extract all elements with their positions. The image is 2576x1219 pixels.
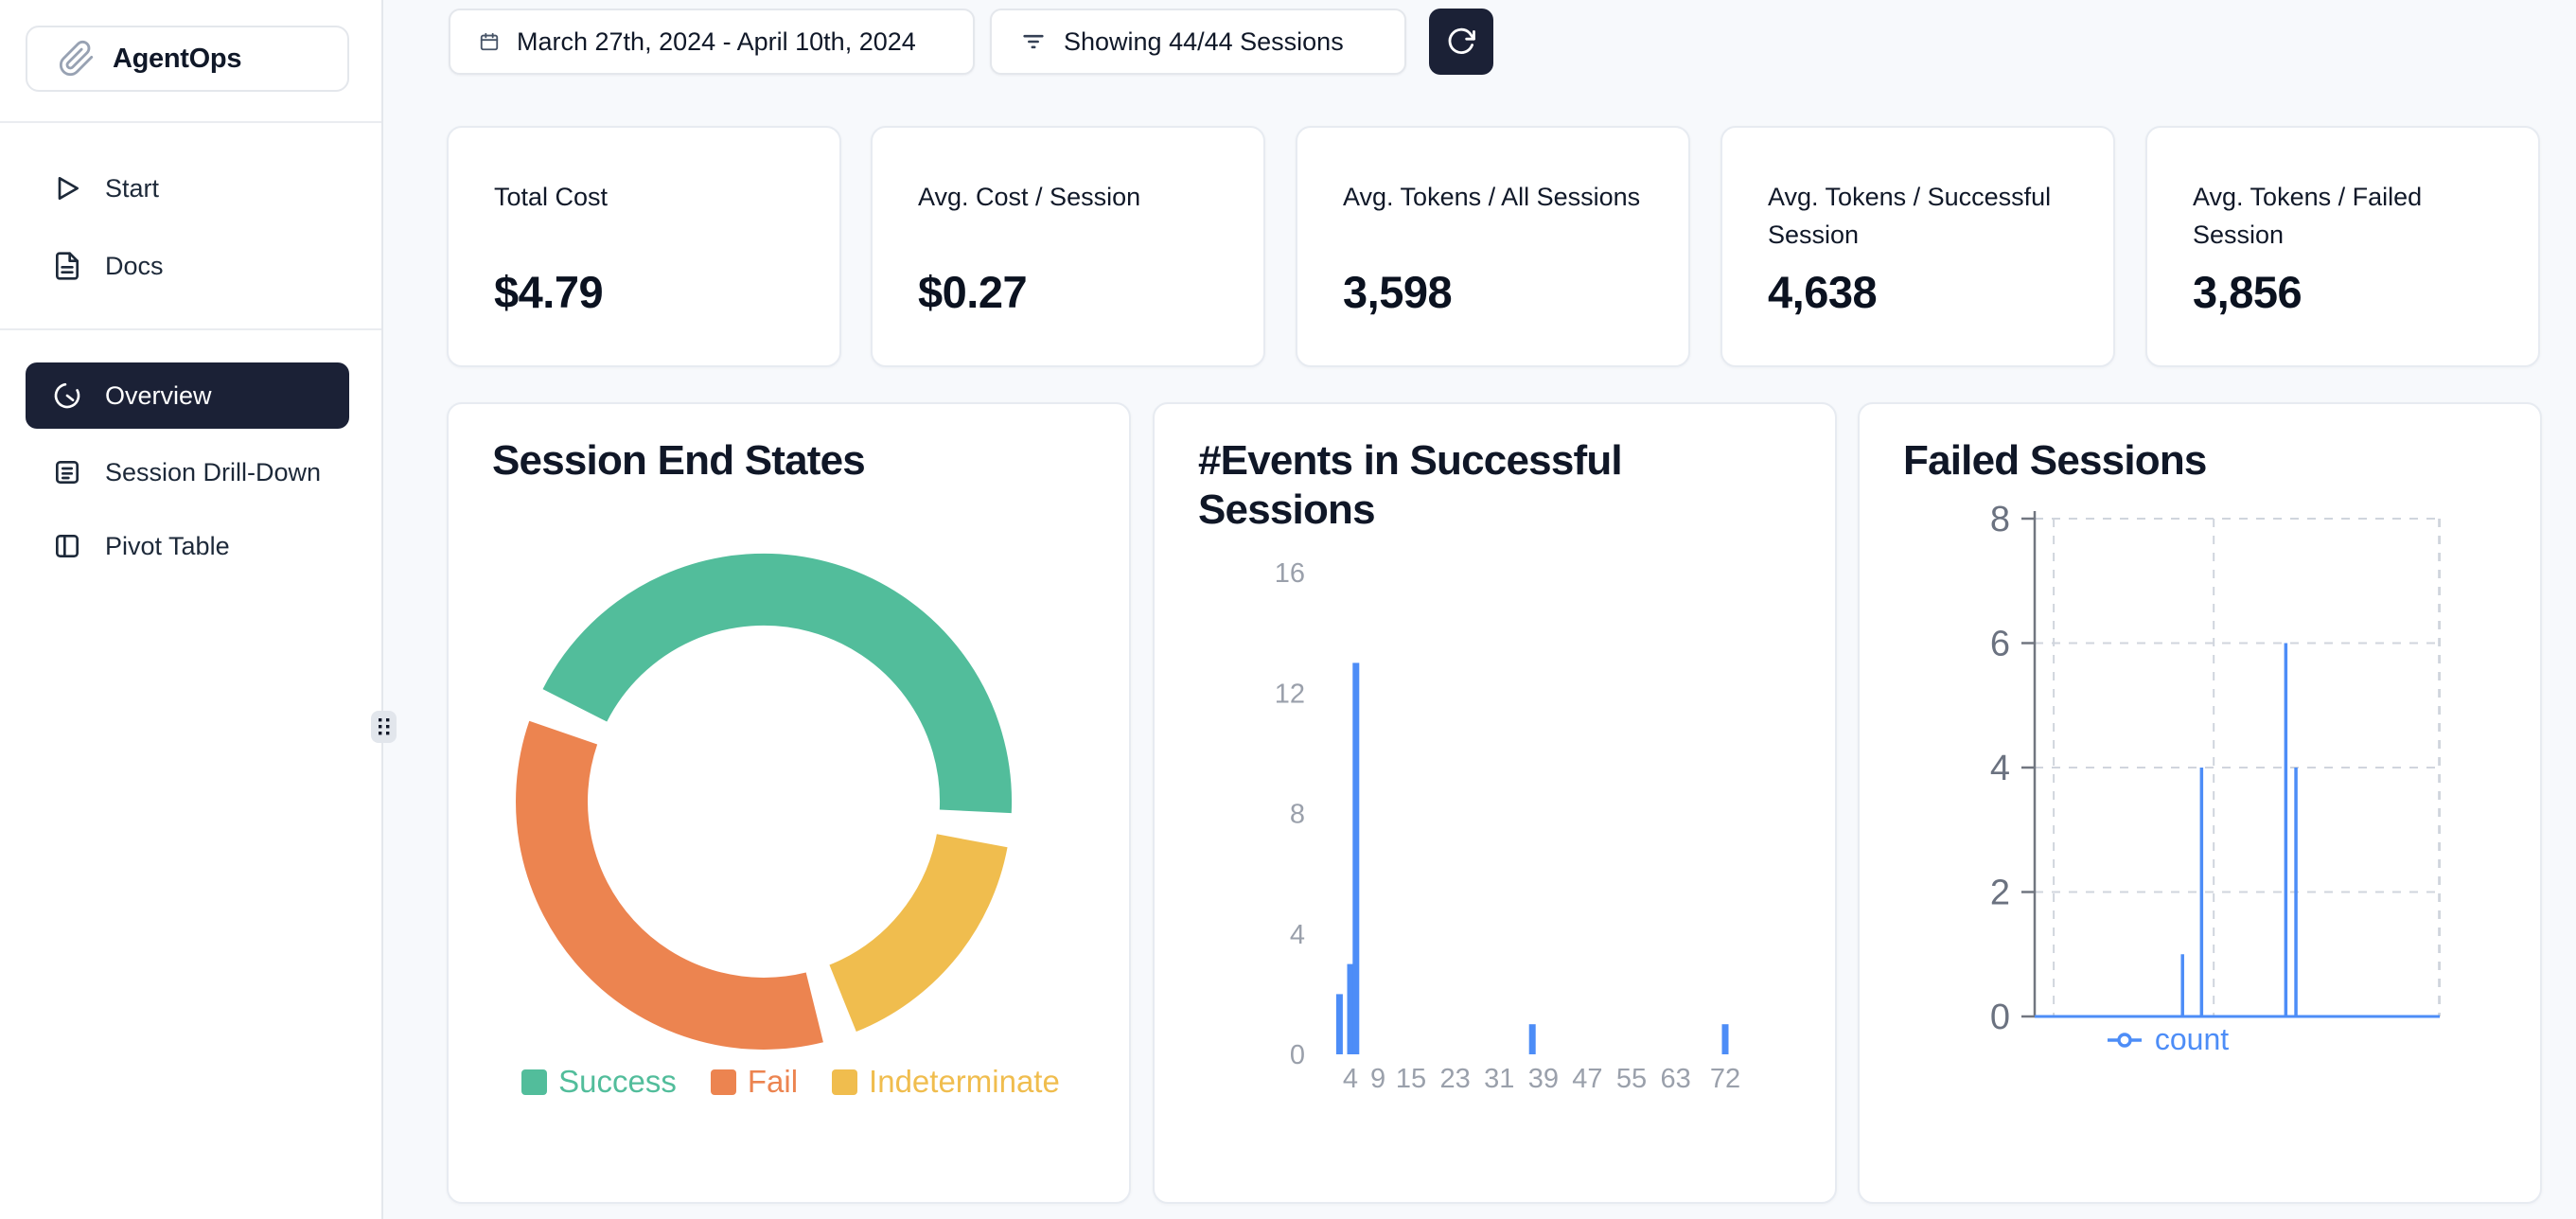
events-in-successful-sessions-card: #Events in Successful Sessions 0 4 8 12 16 4 9… xyxy=(1153,402,1837,1204)
sidebar-item-label: Overview xyxy=(105,380,212,410)
donut-legend: Success Fail Indeterminate xyxy=(449,1064,1133,1100)
stat-value: 3,856 xyxy=(2193,267,2303,317)
svg-text:0: 0 xyxy=(1990,998,2010,1037)
legend-swatch xyxy=(710,1069,736,1095)
svg-text:8: 8 xyxy=(1290,800,1305,830)
sidebar: AgentOps Start Docs Overview Session Dri… xyxy=(0,0,383,1219)
chart-title: Session End States xyxy=(492,437,866,484)
stat-value: 3,598 xyxy=(1343,267,1453,317)
svg-text:63: 63 xyxy=(1660,1064,1690,1094)
stat-label: Avg. Tokens / Successful Session xyxy=(1768,183,2052,249)
refresh-icon xyxy=(1448,27,1475,54)
legend-swatch xyxy=(521,1069,548,1095)
legend-item-indeterminate[interactable]: Indeterminate xyxy=(832,1064,1060,1100)
stat-card: Avg. Tokens / Failed Session 3,856 xyxy=(2145,126,2540,367)
session-filter-label: Showing 44/44 Sessions xyxy=(1064,26,1344,56)
svg-text:0: 0 xyxy=(1290,1040,1305,1070)
sidebar-item-label: Docs xyxy=(105,251,164,280)
sidebar-item-overview[interactable]: Overview xyxy=(26,362,349,429)
svg-text:47: 47 xyxy=(1572,1064,1602,1094)
session-end-states-donut-chart xyxy=(516,553,1013,1050)
svg-text:23: 23 xyxy=(1440,1064,1471,1094)
legend-label: Success xyxy=(558,1064,677,1099)
histogram-bar xyxy=(1347,963,1354,1054)
date-range-label: March 27th, 2024 - April 10th, 2024 xyxy=(517,26,916,56)
legend-item-success[interactable]: Success xyxy=(521,1064,677,1100)
svg-text:39: 39 xyxy=(1528,1064,1559,1094)
sidebar-item-label: Start xyxy=(105,173,160,203)
grip-dots-icon xyxy=(378,718,389,735)
svg-text:9: 9 xyxy=(1370,1064,1385,1094)
sidebar-divider-nav xyxy=(0,328,381,330)
svg-text:2: 2 xyxy=(1990,874,2010,913)
svg-text:4: 4 xyxy=(1290,920,1305,950)
date-range-button[interactable]: March 27th, 2024 - April 10th, 2024 xyxy=(449,9,975,75)
session-filter-button[interactable]: Showing 44/44 Sessions xyxy=(990,9,1406,75)
sidebar-item-docs[interactable]: Docs xyxy=(26,238,349,293)
sidebar-item-session-drill-down[interactable]: Session Drill-Down xyxy=(26,445,349,500)
stat-card: Avg. Tokens / Successful Session 4,638 xyxy=(1720,126,2115,367)
session-log-icon xyxy=(56,461,79,484)
paperclip-icon xyxy=(59,40,94,77)
svg-text:15: 15 xyxy=(1396,1064,1426,1094)
donut-segment-fail xyxy=(516,720,823,1050)
sidebar-item-start[interactable]: Start xyxy=(26,161,349,216)
svg-text:55: 55 xyxy=(1616,1064,1647,1094)
sidebar-resize-handle[interactable] xyxy=(371,711,397,743)
svg-text:31: 31 xyxy=(1484,1064,1514,1094)
svg-text:12: 12 xyxy=(1275,679,1305,709)
panel-left-icon xyxy=(56,535,79,557)
histogram-bar xyxy=(1721,1024,1729,1054)
stat-label: Avg. Tokens / Failed Session xyxy=(2193,183,2423,249)
refresh-button[interactable] xyxy=(1429,9,1493,75)
donut-segment-success xyxy=(542,553,1013,814)
svg-text:6: 6 xyxy=(1990,625,2010,664)
svg-text:8: 8 xyxy=(1990,500,2010,539)
legend-label: Fail xyxy=(747,1064,799,1099)
svg-text:4: 4 xyxy=(1990,749,2010,788)
session-end-states-card: Session End States Success Fail Indetermin… xyxy=(447,402,1131,1204)
stat-card: Total Cost $4.79 xyxy=(447,126,841,367)
donut-segment-indeterminate xyxy=(828,833,1008,1033)
failed-sessions-line-chart: 0 2 4 6 8 xyxy=(1990,500,2441,1037)
stat-value: $0.27 xyxy=(918,267,1028,317)
legend-item-fail[interactable]: Fail xyxy=(710,1064,799,1100)
stat-card: Avg. Cost / Session $0.27 xyxy=(871,126,1265,367)
stat-label: Avg. Tokens / All Sessions xyxy=(1343,183,1641,211)
svg-text:16: 16 xyxy=(1275,558,1305,589)
stat-value: $4.79 xyxy=(494,267,604,317)
stat-value: 4,638 xyxy=(1768,267,1878,317)
sidebar-divider-top xyxy=(0,121,381,123)
svg-text:72: 72 xyxy=(1710,1064,1740,1094)
app-logo[interactable]: AgentOps xyxy=(26,26,349,92)
line-marker-icon xyxy=(2107,1032,2142,1048)
gauge-icon xyxy=(54,382,80,409)
stat-label: Avg. Cost / Session xyxy=(918,183,1141,211)
sidebar-item-label: Pivot Table xyxy=(105,531,230,560)
chart-title: #Events in Successful Sessions xyxy=(1198,437,1623,533)
count-legend-label: count xyxy=(2154,1022,2230,1056)
sidebar-item-pivot-table[interactable]: Pivot Table xyxy=(26,519,349,574)
histogram-bar xyxy=(1335,994,1343,1054)
legend-swatch xyxy=(832,1069,858,1095)
stat-card: Avg. Tokens / All Sessions 3,598 xyxy=(1296,126,1690,367)
legend-label: Indeterminate xyxy=(869,1064,1060,1099)
chart-title: Failed Sessions xyxy=(1903,437,2207,484)
failed-sessions-card: Failed Sessions 0 2 4 6 8 count xyxy=(1858,402,2542,1204)
svg-text:4: 4 xyxy=(1343,1064,1358,1094)
histogram-bar xyxy=(1352,662,1360,1054)
stat-label: Total Cost xyxy=(494,183,609,211)
histogram-bar xyxy=(1528,1024,1536,1054)
count-legend-item[interactable]: count xyxy=(2035,1022,2300,1057)
filter-icon xyxy=(1023,34,1044,49)
document-icon xyxy=(56,252,79,280)
play-icon xyxy=(58,177,79,200)
sidebar-item-label: Session Drill-Down xyxy=(105,457,322,486)
calendar-icon xyxy=(480,32,499,51)
app-title: AgentOps xyxy=(113,43,242,74)
